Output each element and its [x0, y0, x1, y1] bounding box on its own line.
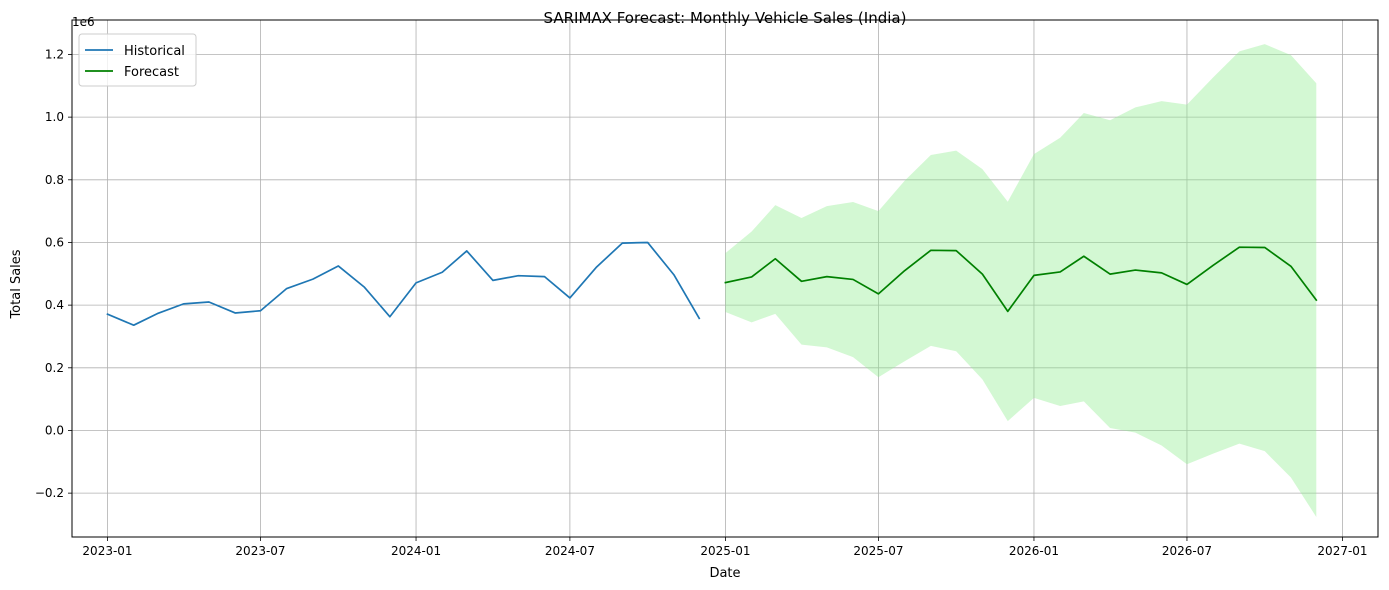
legend-historical-label: Historical — [124, 44, 185, 59]
legend: Historical Forecast — [78, 33, 197, 87]
y-tick-label: 0.4 — [45, 298, 64, 312]
legend-box — [78, 33, 197, 87]
x-tick-label: 2023-01 — [82, 544, 132, 558]
grid — [72, 20, 1378, 537]
x-tick-label: 2025-07 — [853, 544, 903, 558]
series-line-forecast — [724, 246, 1318, 313]
x-tick-label: 2024-01 — [391, 544, 441, 558]
confidence-band-layer — [725, 44, 1317, 517]
x-tick-label: 2027-01 — [1317, 544, 1367, 558]
x-tick-label: 2026-07 — [1162, 544, 1212, 558]
x-axis-ticks: 2023-01 2023-07 2024-01 2024-07 2025-01 2025-… — [82, 537, 1368, 558]
chart-title: SARIMAX Forecast: Monthly Vehicle Sales … — [544, 9, 907, 27]
series-layer — [106, 241, 1318, 327]
y-tick-label: 1.2 — [45, 47, 64, 61]
y-tick-label: 0.8 — [45, 173, 64, 187]
legend-forecast-label: Forecast — [124, 65, 179, 80]
y-offset-text: 1e6 — [72, 15, 95, 29]
y-axis-label: Total Sales — [9, 249, 24, 319]
confidence-band — [725, 44, 1317, 517]
series-line-historical — [106, 241, 701, 327]
x-tick-label: 2024-07 — [545, 544, 595, 558]
y-tick-label: −0.2 — [35, 486, 64, 500]
y-axis-ticks: −0.2 0.0 0.2 0.4 0.6 0.8 1.0 1.2 — [35, 47, 72, 500]
plot-frame — [71, 19, 1379, 538]
x-axis-label: Date — [709, 566, 740, 581]
x-tick-label: 2023-07 — [235, 544, 285, 558]
x-tick-label: 2025-01 — [700, 544, 750, 558]
y-tick-label: 0.0 — [45, 423, 64, 437]
y-tick-label: 0.6 — [45, 235, 64, 249]
y-tick-label: 0.2 — [45, 361, 64, 375]
y-tick-label: 1.0 — [45, 110, 64, 124]
x-tick-label: 2026-01 — [1009, 544, 1059, 558]
